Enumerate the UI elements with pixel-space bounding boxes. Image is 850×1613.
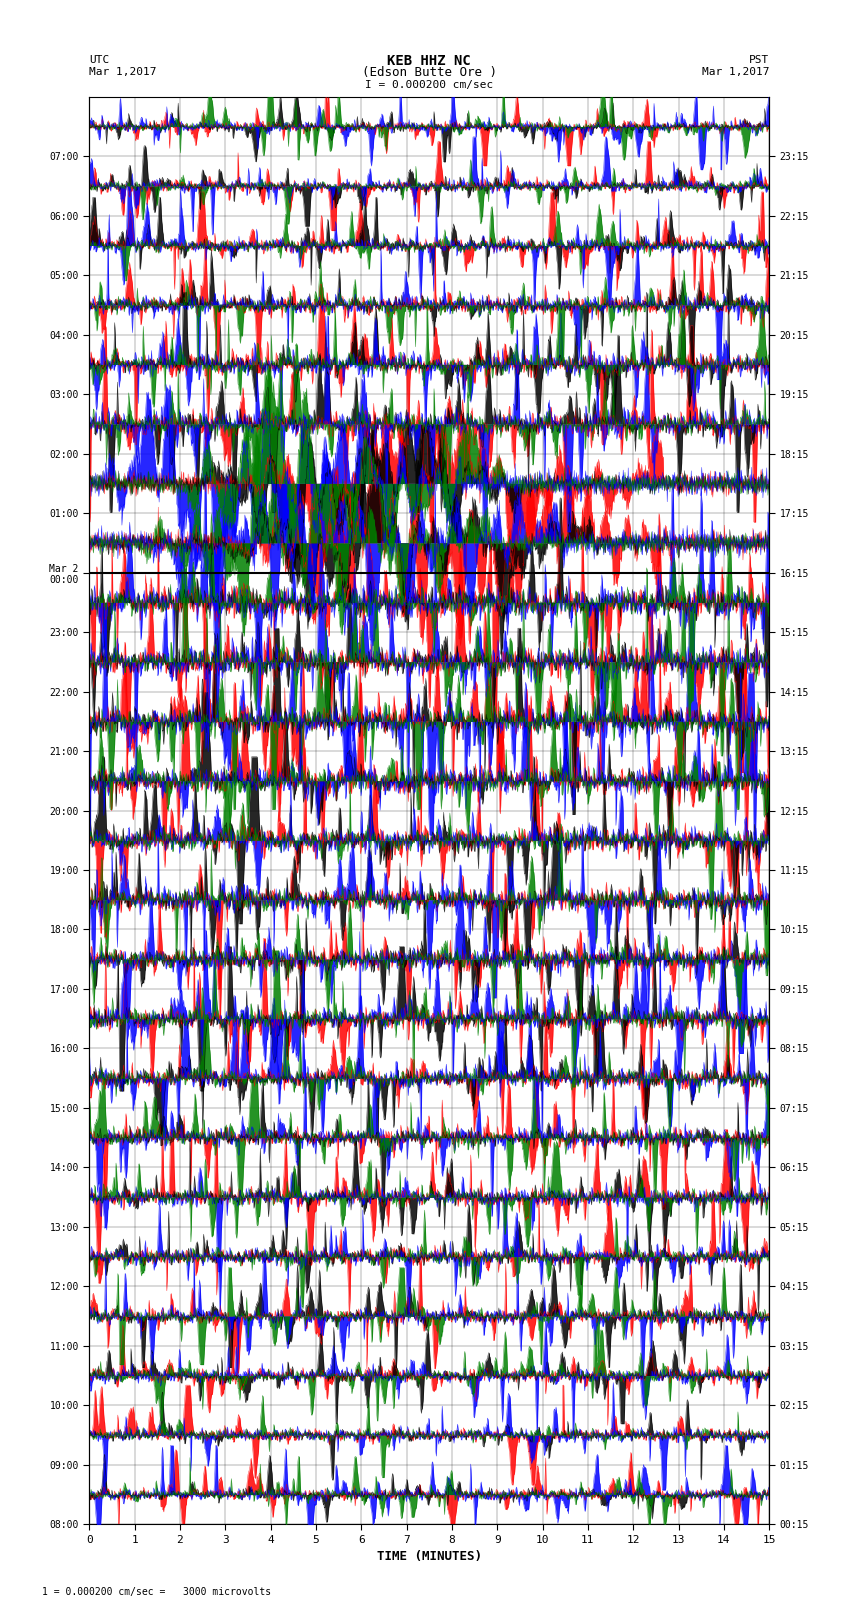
X-axis label: TIME (MINUTES): TIME (MINUTES) xyxy=(377,1550,482,1563)
Text: Mar 1,2017: Mar 1,2017 xyxy=(89,68,156,77)
Text: Mar 1,2017: Mar 1,2017 xyxy=(702,68,769,77)
Text: UTC: UTC xyxy=(89,55,110,65)
Text: KEB HHZ NC: KEB HHZ NC xyxy=(388,53,471,68)
Text: 1 = 0.000200 cm/sec =   3000 microvolts: 1 = 0.000200 cm/sec = 3000 microvolts xyxy=(42,1587,272,1597)
Text: I = 0.000200 cm/sec: I = 0.000200 cm/sec xyxy=(366,81,493,90)
Text: PST: PST xyxy=(749,55,769,65)
Text: (Edson Butte Ore ): (Edson Butte Ore ) xyxy=(362,66,496,79)
